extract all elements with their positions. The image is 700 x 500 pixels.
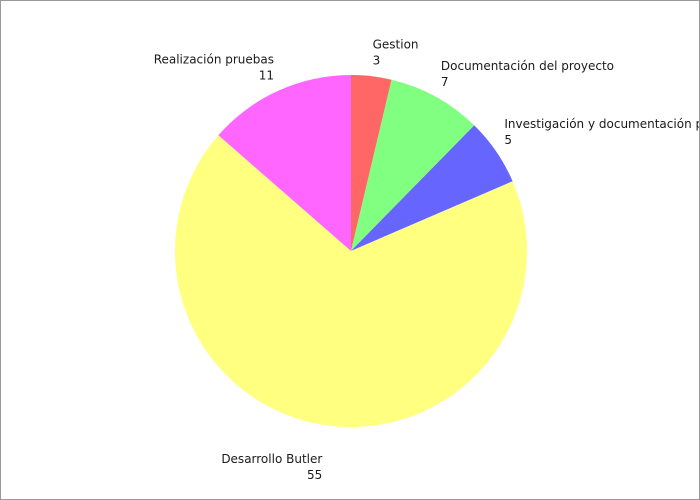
slice-value-documentacion-del-proyecto: 7 — [441, 75, 449, 89]
slice-label-documentacion-del-proyecto: Documentación del proyecto — [441, 59, 614, 73]
slice-value-investigacion-y-documentacion-previa: 5 — [504, 133, 512, 147]
slice-value-realizacion-pruebas: 11 — [259, 69, 274, 83]
slice-label-realizacion-pruebas: Realización pruebas — [154, 53, 274, 67]
pie-labels: Gestion 3 Documentación del proyecto 7 Inves… — [154, 37, 700, 482]
pie-slice-desarrollo-butler — [175, 135, 528, 428]
pie-slice-investigacion-y-documentacion-previa — [351, 125, 513, 251]
pie-slice-documentacion-del-proyecto — [351, 79, 475, 252]
slice-value-desarrollo-butler: 55 — [307, 468, 322, 482]
pie-slice-realizacion-pruebas — [218, 75, 351, 251]
slice-label-gestion: Gestion — [373, 37, 419, 51]
slice-value-gestion: 3 — [373, 53, 381, 67]
slice-label-investigacion-y-documentacion-previa: Investigación y documentación previa — [504, 117, 700, 131]
slice-label-desarrollo-butler: Desarrollo Butler — [221, 452, 322, 466]
pie-slices — [175, 75, 528, 428]
pie-slice-gestion — [351, 75, 392, 251]
